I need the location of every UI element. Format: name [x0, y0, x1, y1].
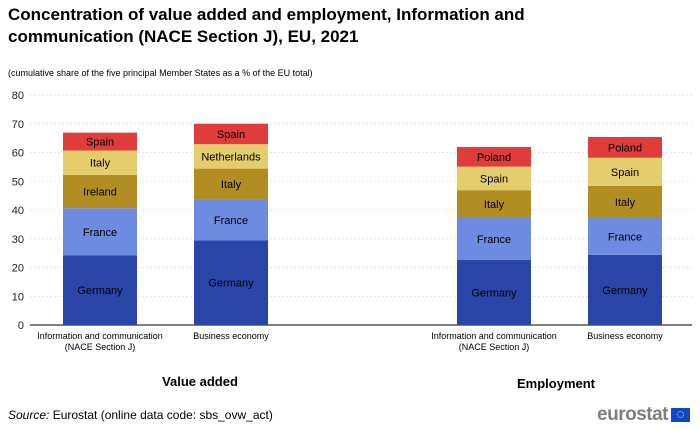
bar-segment-spain — [588, 157, 662, 186]
category-label: Information and communication — [37, 331, 163, 341]
segment-label: Italy — [484, 199, 505, 211]
segment-label: Italy — [221, 179, 242, 191]
y-tick-label: 80 — [12, 90, 24, 102]
bar-segment-spain — [457, 166, 531, 191]
category-label: Business economy — [587, 331, 663, 341]
eurostat-logo: eurostat — [597, 404, 690, 426]
y-tick-label: 50 — [12, 176, 24, 188]
bar-segment-poland — [588, 136, 662, 158]
segment-label: Poland — [477, 152, 511, 164]
segment-label: Poland — [608, 142, 642, 154]
bar-segment-spain — [63, 132, 137, 151]
bar-segment-italy — [194, 168, 268, 200]
logo-text: eurostat — [597, 404, 668, 425]
y-tick-label: 20 — [12, 263, 24, 275]
y-tick-label: 70 — [12, 119, 24, 131]
chart-title: Concentration of value added and employm… — [8, 5, 525, 46]
y-tick-label: 30 — [12, 234, 24, 246]
segment-label: France — [83, 227, 117, 239]
category-label: Information and communication — [431, 331, 557, 341]
bar-segment-poland — [457, 147, 531, 167]
segment-label: Italy — [90, 158, 111, 170]
group-label-employment: Employment — [516, 376, 595, 391]
bar-segment-france — [457, 217, 531, 261]
bar-segment-germany — [588, 254, 662, 325]
segment-label: Germany — [77, 285, 123, 297]
segment-label: Germany — [602, 285, 648, 297]
y-tick-label: 60 — [12, 148, 24, 160]
y-tick-label: 10 — [12, 291, 24, 303]
segment-label: Germany — [471, 288, 517, 300]
chart-subtitle: (cumulative share of the five principal … — [8, 68, 313, 78]
segment-label: France — [477, 234, 511, 246]
segment-label: Spain — [217, 129, 245, 141]
segment-label: France — [214, 215, 248, 227]
bar-segment-italy — [457, 190, 531, 218]
segment-label: Netherlands — [201, 151, 261, 163]
bar-segment-germany — [194, 240, 268, 325]
source-prefix: Source: — [8, 408, 50, 422]
eu-flag-icon — [671, 408, 690, 422]
segment-label: Spain — [611, 167, 639, 179]
bar-segment-italy — [63, 150, 137, 175]
bar-segment-france — [194, 199, 268, 241]
bar-segment-france — [63, 208, 137, 256]
segment-label: Spain — [480, 173, 508, 185]
group-label-value-added: Value added — [162, 374, 238, 389]
bar-segment-italy — [588, 185, 662, 219]
segment-label: France — [608, 231, 642, 243]
segment-label: Ireland — [83, 187, 117, 199]
bar-segment-ireland — [63, 174, 137, 209]
segment-label: Germany — [208, 278, 254, 290]
bar-segment-france — [588, 218, 662, 255]
bar-segment-germany — [457, 260, 531, 325]
y-tick-label: 40 — [12, 205, 24, 217]
category-label: Business economy — [193, 331, 269, 341]
source-note: Source: Eurostat (online data code: sbs_… — [8, 408, 273, 422]
bar-segment-netherlands — [194, 144, 268, 169]
category-label: (NACE Section J) — [459, 342, 530, 352]
bar-segment-spain — [194, 123, 268, 145]
segment-label: Spain — [86, 137, 114, 149]
segment-label: Italy — [615, 197, 636, 209]
y-tick-label: 0 — [18, 320, 24, 332]
source-text: Eurostat (online data code: sbs_ovw_act) — [49, 408, 273, 422]
bar-segment-germany — [63, 255, 137, 325]
category-label: (NACE Section J) — [65, 342, 136, 352]
